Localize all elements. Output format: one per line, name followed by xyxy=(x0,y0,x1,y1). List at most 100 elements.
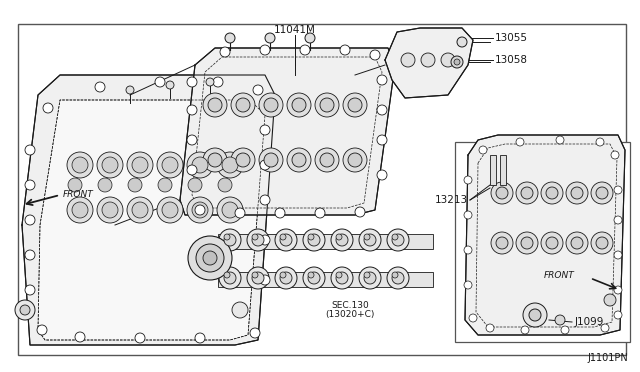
Circle shape xyxy=(392,272,398,278)
Circle shape xyxy=(25,145,35,155)
Circle shape xyxy=(195,205,205,215)
Circle shape xyxy=(67,197,93,223)
Circle shape xyxy=(343,148,367,172)
Circle shape xyxy=(300,45,310,55)
Circle shape xyxy=(25,285,35,295)
Circle shape xyxy=(451,56,463,68)
Circle shape xyxy=(479,146,487,154)
Circle shape xyxy=(25,215,35,225)
Circle shape xyxy=(320,98,334,112)
Circle shape xyxy=(305,33,315,43)
Circle shape xyxy=(421,53,435,67)
Polygon shape xyxy=(180,48,395,215)
Circle shape xyxy=(280,234,286,240)
Circle shape xyxy=(287,93,311,117)
Circle shape xyxy=(217,197,243,223)
Circle shape xyxy=(377,105,387,115)
Circle shape xyxy=(454,59,460,65)
Circle shape xyxy=(364,272,376,284)
Circle shape xyxy=(217,152,243,178)
Circle shape xyxy=(247,229,269,251)
Circle shape xyxy=(260,160,270,170)
Circle shape xyxy=(441,53,455,67)
Circle shape xyxy=(464,246,472,254)
Text: 13213: 13213 xyxy=(435,195,468,205)
Circle shape xyxy=(102,157,118,173)
Circle shape xyxy=(259,93,283,117)
Circle shape xyxy=(127,152,153,178)
Circle shape xyxy=(98,178,112,192)
Circle shape xyxy=(355,207,365,217)
Circle shape xyxy=(187,165,197,175)
Circle shape xyxy=(348,153,362,167)
Circle shape xyxy=(401,53,415,67)
Circle shape xyxy=(571,187,583,199)
Circle shape xyxy=(336,272,342,278)
Circle shape xyxy=(331,229,353,251)
Circle shape xyxy=(219,267,241,289)
Circle shape xyxy=(308,234,314,240)
Text: J1101PN: J1101PN xyxy=(588,353,628,363)
Circle shape xyxy=(596,187,608,199)
Circle shape xyxy=(292,153,306,167)
Circle shape xyxy=(264,98,278,112)
Circle shape xyxy=(556,136,564,144)
Circle shape xyxy=(247,267,269,289)
Circle shape xyxy=(315,208,325,218)
Circle shape xyxy=(97,197,123,223)
Circle shape xyxy=(303,267,325,289)
Circle shape xyxy=(491,232,513,254)
Circle shape xyxy=(187,197,213,223)
Circle shape xyxy=(614,251,622,259)
Circle shape xyxy=(571,237,583,249)
Circle shape xyxy=(604,294,616,306)
Circle shape xyxy=(222,202,238,218)
Circle shape xyxy=(469,314,477,322)
Circle shape xyxy=(68,178,82,192)
Circle shape xyxy=(196,244,224,272)
Text: FRONT: FRONT xyxy=(544,272,575,280)
Circle shape xyxy=(260,235,270,245)
Circle shape xyxy=(231,93,255,117)
Circle shape xyxy=(203,148,227,172)
Circle shape xyxy=(521,326,529,334)
Circle shape xyxy=(206,78,214,86)
Circle shape xyxy=(224,272,236,284)
Circle shape xyxy=(97,152,123,178)
Circle shape xyxy=(37,325,47,335)
Circle shape xyxy=(370,50,380,60)
Polygon shape xyxy=(22,75,275,345)
Circle shape xyxy=(614,286,622,294)
Text: J1099: J1099 xyxy=(575,317,604,327)
Circle shape xyxy=(359,267,381,289)
Circle shape xyxy=(614,186,622,194)
Circle shape xyxy=(72,202,88,218)
Circle shape xyxy=(188,236,232,280)
Circle shape xyxy=(292,98,306,112)
Circle shape xyxy=(392,272,404,284)
Circle shape xyxy=(308,234,320,246)
Circle shape xyxy=(260,45,270,55)
Bar xyxy=(18,24,626,355)
Circle shape xyxy=(280,234,292,246)
Text: FRONT: FRONT xyxy=(63,189,93,199)
Circle shape xyxy=(614,216,622,224)
Circle shape xyxy=(457,37,467,47)
Circle shape xyxy=(208,153,222,167)
Circle shape xyxy=(20,305,30,315)
Circle shape xyxy=(219,229,241,251)
Circle shape xyxy=(541,182,563,204)
Circle shape xyxy=(315,148,339,172)
Circle shape xyxy=(523,303,547,327)
Circle shape xyxy=(162,157,178,173)
Bar xyxy=(218,234,433,249)
Circle shape xyxy=(218,178,232,192)
Circle shape xyxy=(343,93,367,117)
Circle shape xyxy=(601,324,609,332)
Circle shape xyxy=(516,182,538,204)
Circle shape xyxy=(236,98,250,112)
Polygon shape xyxy=(38,100,265,340)
Circle shape xyxy=(521,237,533,249)
Circle shape xyxy=(157,197,183,223)
Circle shape xyxy=(222,157,238,173)
